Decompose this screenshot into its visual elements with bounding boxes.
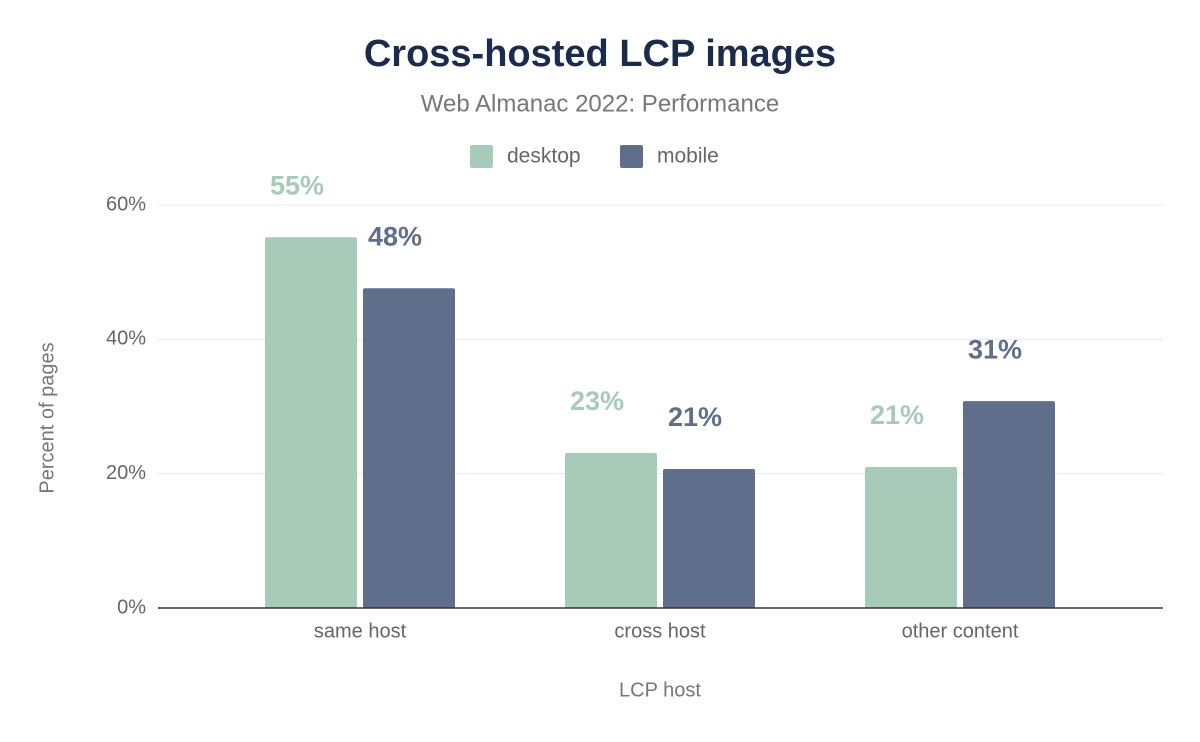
bar [663, 468, 755, 608]
legend-swatch [620, 145, 643, 168]
legend-label: mobile [657, 145, 719, 168]
bar [565, 452, 657, 608]
chart-subtitle: Web Almanac 2022: Performance [421, 90, 779, 117]
bar [265, 237, 357, 609]
y-axis-label: Percent of pages [36, 342, 58, 493]
legend-label: desktop [507, 145, 581, 168]
y-tick-label: 20% [106, 462, 146, 484]
value-label: 21% [668, 402, 722, 432]
x-axis-label: LCP host [619, 679, 701, 701]
y-tick-label: 40% [106, 328, 146, 350]
bar [963, 401, 1055, 608]
chart-title: Cross-hosted LCP images [364, 33, 836, 75]
value-label: 21% [870, 400, 924, 430]
bar [865, 466, 957, 608]
value-label: 31% [968, 334, 1022, 364]
legend-swatch [470, 145, 493, 168]
bar [363, 288, 455, 608]
x-tick-label: same host [314, 620, 407, 642]
value-label: 23% [570, 386, 624, 416]
x-tick-label: other content [902, 620, 1019, 642]
y-tick-label: 0% [117, 596, 146, 618]
y-tick-label: 60% [106, 193, 146, 215]
value-label: 55% [270, 170, 324, 200]
value-label: 48% [368, 221, 422, 251]
x-tick-label: cross host [614, 620, 706, 642]
